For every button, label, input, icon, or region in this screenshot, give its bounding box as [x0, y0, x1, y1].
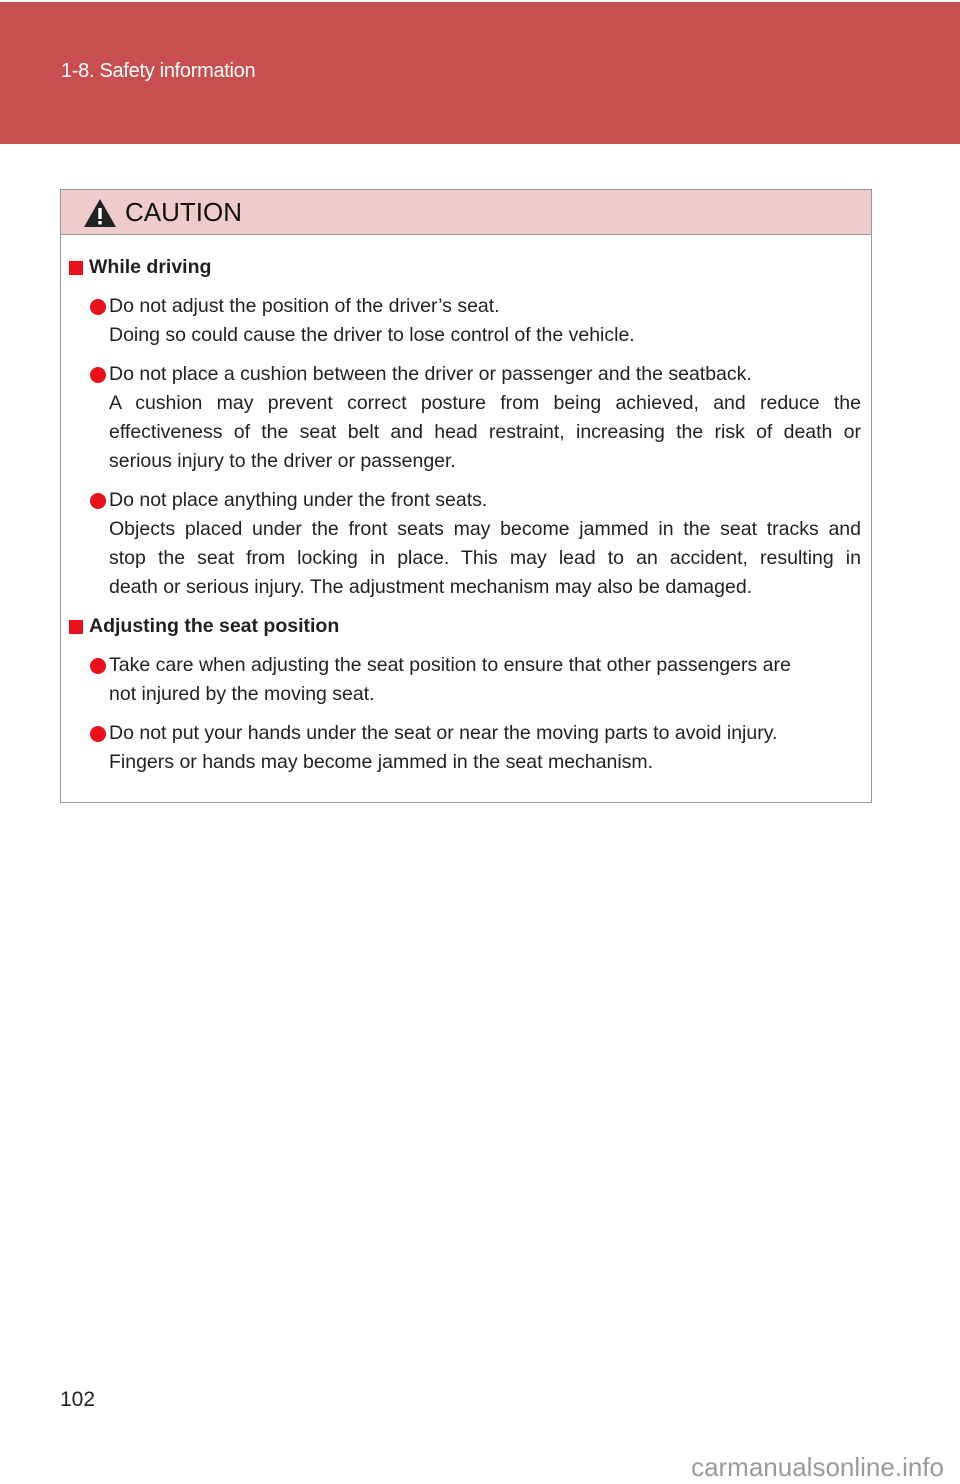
list-item: Do not put your hands under the seat or … [61, 719, 861, 777]
page-number: 102 [60, 1388, 96, 1411]
red-dot-bullet-icon [90, 658, 106, 674]
item-text-line: A cushion may prevent correct posture fr… [109, 392, 861, 414]
caution-box: CAUTION While driving Do not adjust the p… [60, 189, 872, 803]
section-heading-text: While driving [89, 256, 212, 278]
item-text-line: not injured by the moving seat. [109, 683, 375, 705]
red-dot-bullet-icon [90, 299, 106, 315]
item-text-line: stop the seat from locking in place. Thi… [109, 547, 861, 569]
caution-title: CAUTION [125, 197, 242, 227]
warning-triangle-icon [84, 199, 116, 227]
red-square-bullet-icon [69, 620, 83, 634]
item-text-line: Take care when adjusting the seat positi… [109, 654, 791, 676]
section-heading-text: Adjusting the seat position [89, 615, 340, 637]
caution-header: CAUTION [61, 190, 871, 235]
item-text-line: Do not place anything under the front se… [109, 489, 488, 511]
section-heading: While driving [61, 253, 861, 282]
item-text-line: effectiveness of the seat belt and head … [109, 421, 861, 443]
section-title: 1-8. Safety information [61, 60, 256, 82]
item-text-line: Doing so could cause the driver to lose … [109, 324, 635, 346]
item-text-line: Objects placed under the front seats may… [109, 518, 861, 540]
red-dot-bullet-icon [90, 367, 106, 383]
list-item: Do not place anything under the front se… [61, 486, 861, 602]
list-item: Do not adjust the position of the driver… [61, 292, 861, 350]
list-item: Take care when adjusting the seat positi… [61, 651, 861, 709]
item-text-line: death or serious injury. The adjustment … [109, 576, 753, 598]
watermark: carmanualsonline.info [691, 1452, 944, 1482]
red-square-bullet-icon [69, 261, 83, 275]
item-text-line: Do not adjust the position of the driver… [109, 295, 500, 317]
item-text-line: Do not put your hands under the seat or … [109, 722, 778, 744]
list-item: Do not place a cushion between the drive… [61, 360, 861, 476]
caution-body: While driving Do not adjust the position … [61, 235, 871, 802]
header-band: 1-8. Safety information [0, 2, 960, 144]
item-text-line: Do not place a cushion between the drive… [109, 363, 752, 385]
item-text-line: serious injury to the driver or passenge… [109, 450, 456, 472]
section-heading: Adjusting the seat position [61, 612, 861, 641]
item-text-line: Fingers or hands may become jammed in th… [109, 751, 654, 773]
red-dot-bullet-icon [90, 493, 106, 509]
red-dot-bullet-icon [90, 726, 106, 742]
